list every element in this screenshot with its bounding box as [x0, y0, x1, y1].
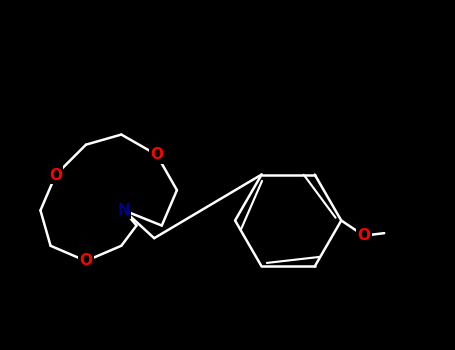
Text: N: N	[117, 203, 130, 218]
Text: O: O	[358, 228, 370, 243]
Text: O: O	[80, 253, 92, 268]
Text: O: O	[49, 168, 62, 182]
Text: O: O	[150, 147, 163, 162]
